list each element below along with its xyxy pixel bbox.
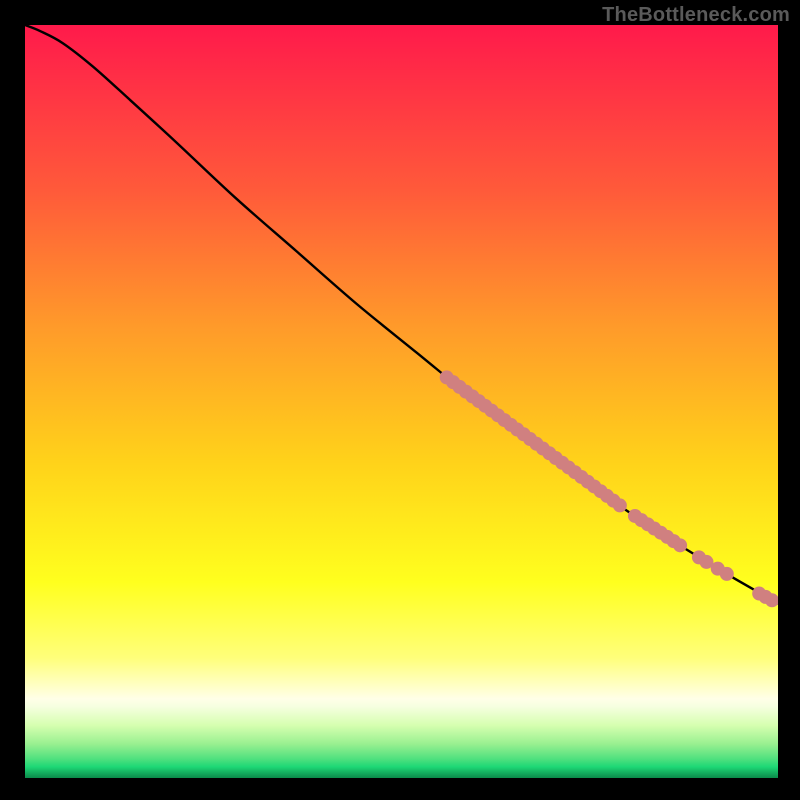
plot-area xyxy=(25,25,778,778)
markers-layer xyxy=(25,25,778,778)
data-marker xyxy=(673,538,687,552)
data-marker xyxy=(613,498,627,512)
watermark-text: TheBottleneck.com xyxy=(602,4,790,27)
data-marker xyxy=(720,567,734,581)
stage: TheBottleneck.com xyxy=(0,0,800,800)
